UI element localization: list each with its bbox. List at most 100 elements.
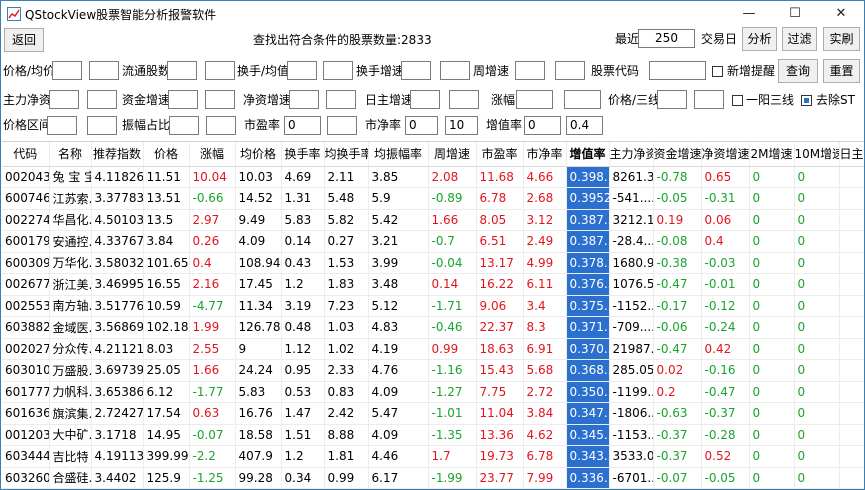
pe-max-input[interactable] xyxy=(327,116,357,135)
table-cell: 8.3 xyxy=(523,316,567,339)
week-speed-max-input[interactable] xyxy=(555,61,585,80)
amplitude-min-input[interactable] xyxy=(169,116,199,135)
back-button[interactable]: 返回 xyxy=(4,28,44,52)
column-header[interactable]: 均换手率 xyxy=(324,142,369,167)
yiyang-checkbox[interactable] xyxy=(732,95,743,106)
maximize-icon[interactable]: ☐ xyxy=(789,6,801,21)
table-row[interactable]: 002027分众传...4.211218.032.5591.121.024.19… xyxy=(2,338,864,360)
price-range-min-input[interactable] xyxy=(47,116,77,135)
table-row[interactable]: 603882金域医...3.56869102.181.99126.780.481… xyxy=(2,316,864,339)
table-row[interactable]: 603444 吉比特 4.19113 399.99 -2.2 407.9 1.2 1.81 4.… xyxy=(2,445,864,468)
turnover-speed-min-input[interactable] xyxy=(401,61,431,80)
table-cell: 0.345... xyxy=(566,424,610,446)
column-header[interactable]: 周增速 xyxy=(428,142,477,167)
column-header[interactable]: 推荐指数 xyxy=(91,142,144,167)
table-row[interactable]: 601636旗滨集...2.7242717.540.6316.761.472.4… xyxy=(2,402,864,425)
table-cell: 11.04 xyxy=(476,402,524,425)
query-button[interactable]: 查询 xyxy=(778,59,818,83)
column-header[interactable]: 资金增速 xyxy=(653,142,702,167)
table-row[interactable]: 600179安通控...4.337673.840.264.090.140.273… xyxy=(2,230,864,253)
column-header[interactable]: 市净率 xyxy=(523,142,567,167)
table-cell: 13.17 xyxy=(476,252,524,274)
table-cell: 16.22 xyxy=(476,273,524,296)
close-icon[interactable]: ✕ xyxy=(835,6,847,21)
table-cell: 3.4402 xyxy=(91,467,144,489)
column-header[interactable]: 换手率 xyxy=(281,142,325,167)
column-header[interactable]: 价格 xyxy=(143,142,190,167)
table-cell: 4.76 xyxy=(368,359,429,382)
week-speed-min-input[interactable] xyxy=(515,61,545,80)
table-row[interactable]: 603010万盛股...3.6973925.051.6624.240.952.3… xyxy=(2,359,864,382)
float-shares-min-input[interactable] xyxy=(167,61,197,80)
table-row[interactable]: 002274华昌化...4.5010313.52.979.495.835.825… xyxy=(2,209,864,231)
table-cell: 0.34 xyxy=(281,467,325,489)
realtime-button[interactable]: 实刷 xyxy=(823,27,860,51)
column-header[interactable]: 主力净资 xyxy=(609,142,654,167)
day-main-speed-min-input[interactable] xyxy=(410,90,440,109)
net-speed-max-input[interactable] xyxy=(326,90,356,109)
amplitude-max-input[interactable] xyxy=(206,116,236,135)
fund-speed-min-input[interactable] xyxy=(168,90,198,109)
column-header[interactable]: 净资增速 xyxy=(701,142,750,167)
table-row[interactable]: 600746江苏索...3.3778313.51-0.6614.521.315.… xyxy=(2,187,864,210)
column-header[interactable]: 名称 xyxy=(49,142,92,167)
turnover-ma-max-input[interactable] xyxy=(323,61,353,80)
float-shares-max-input[interactable] xyxy=(205,61,235,80)
column-header[interactable]: 代码 xyxy=(2,142,50,167)
column-header[interactable]: 均振幅率 xyxy=(368,142,429,167)
table-row[interactable]: 603260合盛硅...3.4402125.9-1.2599.280.340.9… xyxy=(2,467,864,489)
net-inflow-max-input[interactable] xyxy=(87,90,117,109)
table-cell: 16.76 xyxy=(235,402,282,425)
table-cell: 4.19113 xyxy=(91,445,144,468)
turnover-speed-max-input[interactable] xyxy=(440,61,470,80)
reset-button[interactable]: 重置 xyxy=(823,59,860,83)
change-max-input[interactable] xyxy=(564,90,601,109)
table-row[interactable]: 600309万华化...3.58032101.650.4108.940.431.… xyxy=(2,252,864,274)
minimize-icon[interactable]: — xyxy=(742,6,756,21)
filter-button[interactable]: 过滤 xyxy=(782,27,817,51)
growth-min-input[interactable]: 0 xyxy=(524,116,561,135)
table-row[interactable]: 002553南方轴...3.5177610.59-4.7711.343.197.… xyxy=(2,295,864,317)
new-alert-checkbox[interactable] xyxy=(712,66,723,77)
recent-days-input[interactable]: 250 xyxy=(638,29,695,48)
table-cell: 285.051 xyxy=(609,359,654,382)
change-min-input[interactable] xyxy=(516,90,553,109)
table-cell: 0.02 xyxy=(653,359,702,382)
net-speed-min-input[interactable] xyxy=(289,90,319,109)
table-row[interactable]: 001203大中矿...3.171814.95-0.0718.581.518.8… xyxy=(2,424,864,446)
table-cell: 0 xyxy=(749,424,795,446)
pb-min-input[interactable]: 0 xyxy=(405,116,438,135)
table-row[interactable]: 002677浙江美...3.4699516.552.1617.451.21.83… xyxy=(2,273,864,296)
column-header[interactable]: 日主增速 xyxy=(839,142,864,167)
table-cell: 1.12 xyxy=(281,338,325,360)
pe-min-input[interactable]: 0 xyxy=(284,116,321,135)
day-main-speed-max-input[interactable] xyxy=(449,90,479,109)
table-row[interactable]: 601777力帆科...3.653866.12-1.775.830.530.83… xyxy=(2,381,864,403)
price-range-max-input[interactable] xyxy=(87,116,117,135)
column-header[interactable]: 均价格 xyxy=(235,142,282,167)
price-ma-max-input[interactable] xyxy=(89,61,119,80)
column-header[interactable]: 增值率 xyxy=(566,142,610,167)
turnover-ma-min-input[interactable] xyxy=(287,61,317,80)
price-ma-min-input[interactable] xyxy=(52,61,82,80)
net-inflow-min-input[interactable] xyxy=(49,90,79,109)
price-3line-min-input[interactable] xyxy=(657,90,687,109)
stock-code-input[interactable] xyxy=(649,61,706,80)
table-cell: 4.11826 xyxy=(91,166,144,188)
growth-max-input[interactable]: 0.4 xyxy=(566,116,603,135)
column-header[interactable]: 市盈率 xyxy=(476,142,524,167)
remove-st-checkbox[interactable] xyxy=(801,95,812,106)
column-header[interactable]: 涨幅 xyxy=(189,142,236,167)
column-header[interactable]: 10M增速 xyxy=(794,142,840,167)
fund-speed-max-input[interactable] xyxy=(205,90,235,109)
float-shares-label: 流通股数 xyxy=(122,64,171,78)
table-cell: -0.78 xyxy=(653,166,702,188)
table-cell: 3.51776 xyxy=(91,295,144,317)
price-3line-max-input[interactable] xyxy=(694,90,724,109)
analyze-button[interactable]: 分析 xyxy=(742,27,777,51)
table-cell: 0.376... xyxy=(566,273,610,296)
table-cell: -1.27 xyxy=(428,381,477,403)
pb-max-input[interactable]: 10 xyxy=(445,116,478,135)
column-header[interactable]: 2M增速 xyxy=(749,142,795,167)
